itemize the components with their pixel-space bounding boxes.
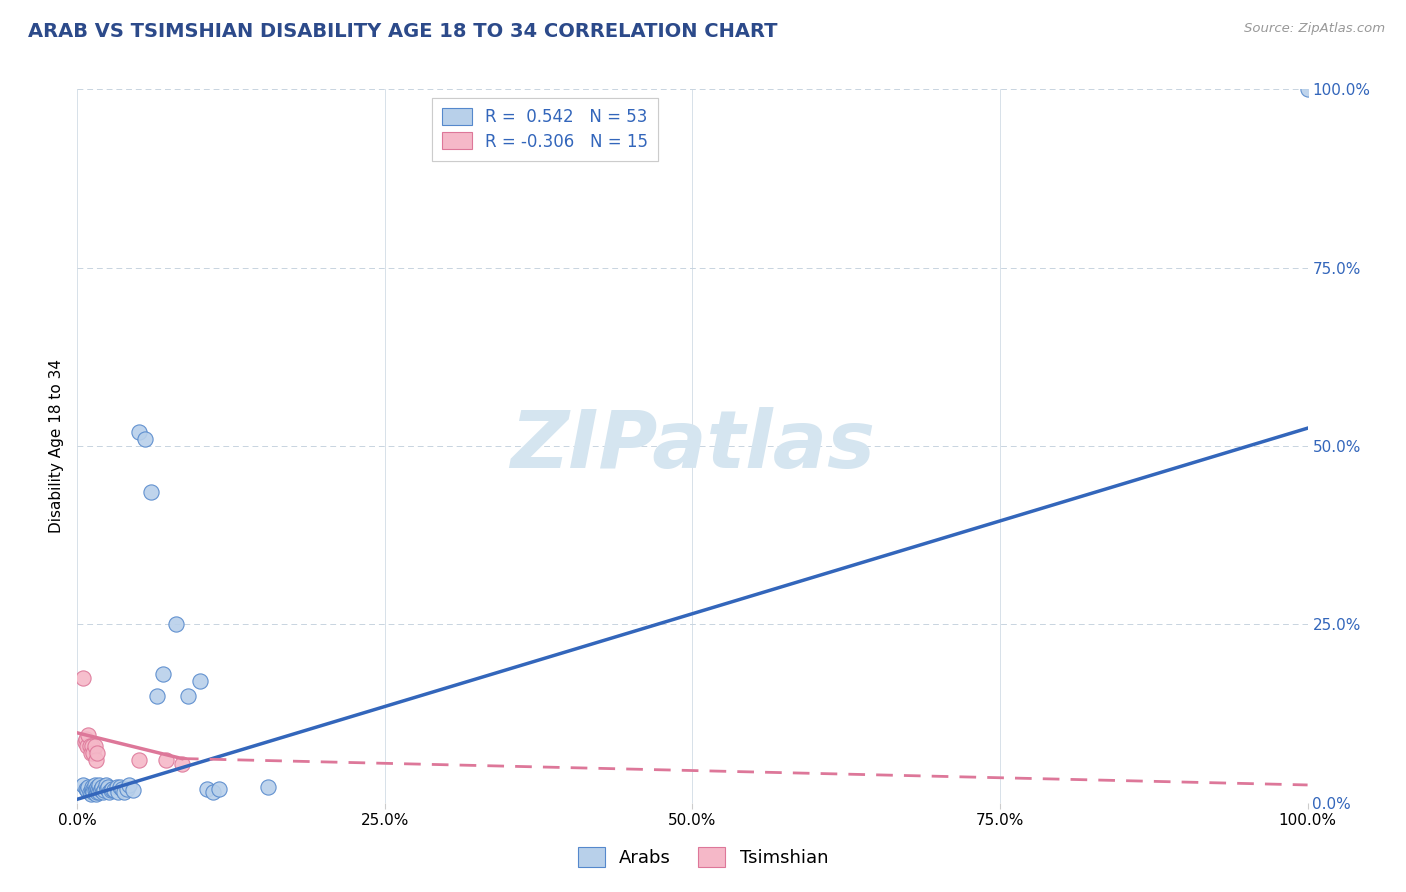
Point	[107, 785, 129, 799]
Y-axis label: Disability Age 18 to 34: Disability Age 18 to 34	[49, 359, 65, 533]
Point	[121, 783, 143, 797]
Point	[83, 778, 105, 792]
Point	[86, 785, 108, 799]
Legend: Arabs, Tsimshian: Arabs, Tsimshian	[571, 839, 835, 874]
Point	[83, 739, 105, 753]
Point	[103, 783, 125, 797]
Point	[82, 739, 104, 753]
Point	[72, 778, 94, 792]
Point	[86, 746, 108, 760]
Point	[152, 667, 174, 681]
Point	[146, 689, 169, 703]
Point	[77, 780, 100, 794]
Point	[96, 781, 118, 796]
Point	[257, 780, 280, 794]
Legend: R =  0.542   N = 53, R = -0.306   N = 15: R = 0.542 N = 53, R = -0.306 N = 15	[432, 97, 658, 161]
Point	[89, 778, 111, 792]
Point	[110, 780, 132, 794]
Point	[100, 783, 122, 797]
Point	[77, 728, 100, 742]
Point	[75, 781, 97, 796]
Point	[112, 785, 135, 799]
Text: Source: ZipAtlas.com: Source: ZipAtlas.com	[1244, 22, 1385, 36]
Point	[89, 785, 111, 799]
Point	[90, 783, 112, 797]
Point	[82, 781, 104, 796]
Point	[87, 781, 110, 796]
Point	[201, 785, 224, 799]
Point	[208, 781, 231, 796]
Point	[170, 756, 193, 771]
Point	[82, 746, 104, 760]
Point	[84, 787, 107, 801]
Point	[84, 753, 107, 767]
Point	[84, 781, 107, 796]
Point	[115, 781, 138, 796]
Point	[79, 785, 101, 799]
Point	[82, 780, 104, 794]
Point	[128, 425, 150, 439]
Point	[155, 753, 177, 767]
Point	[76, 783, 98, 797]
Point	[190, 674, 212, 689]
Point	[90, 781, 112, 796]
Point	[86, 780, 108, 794]
Point	[98, 785, 121, 799]
Point	[82, 783, 104, 797]
Text: ARAB VS TSIMSHIAN DISABILITY AGE 18 TO 34 CORRELATION CHART: ARAB VS TSIMSHIAN DISABILITY AGE 18 TO 3…	[28, 22, 778, 41]
Point	[90, 780, 114, 794]
Point	[87, 783, 110, 797]
Point	[118, 778, 141, 792]
Point	[101, 781, 124, 796]
Point	[1296, 82, 1319, 96]
Point	[105, 780, 128, 794]
Point	[80, 746, 103, 760]
Point	[72, 671, 94, 685]
Point	[82, 785, 104, 799]
Point	[79, 739, 101, 753]
Point	[128, 753, 150, 767]
Point	[94, 778, 117, 792]
Point	[134, 432, 156, 446]
Point	[195, 781, 218, 796]
Point	[111, 781, 132, 796]
Point	[165, 617, 187, 632]
Point	[141, 485, 163, 500]
Point	[177, 689, 200, 703]
Point	[91, 785, 114, 799]
Point	[97, 780, 120, 794]
Point	[80, 787, 103, 801]
Point	[75, 731, 97, 746]
Point	[83, 783, 105, 797]
Point	[76, 739, 98, 753]
Point	[73, 735, 96, 749]
Point	[93, 783, 115, 797]
Text: ZIPatlas: ZIPatlas	[510, 407, 875, 485]
